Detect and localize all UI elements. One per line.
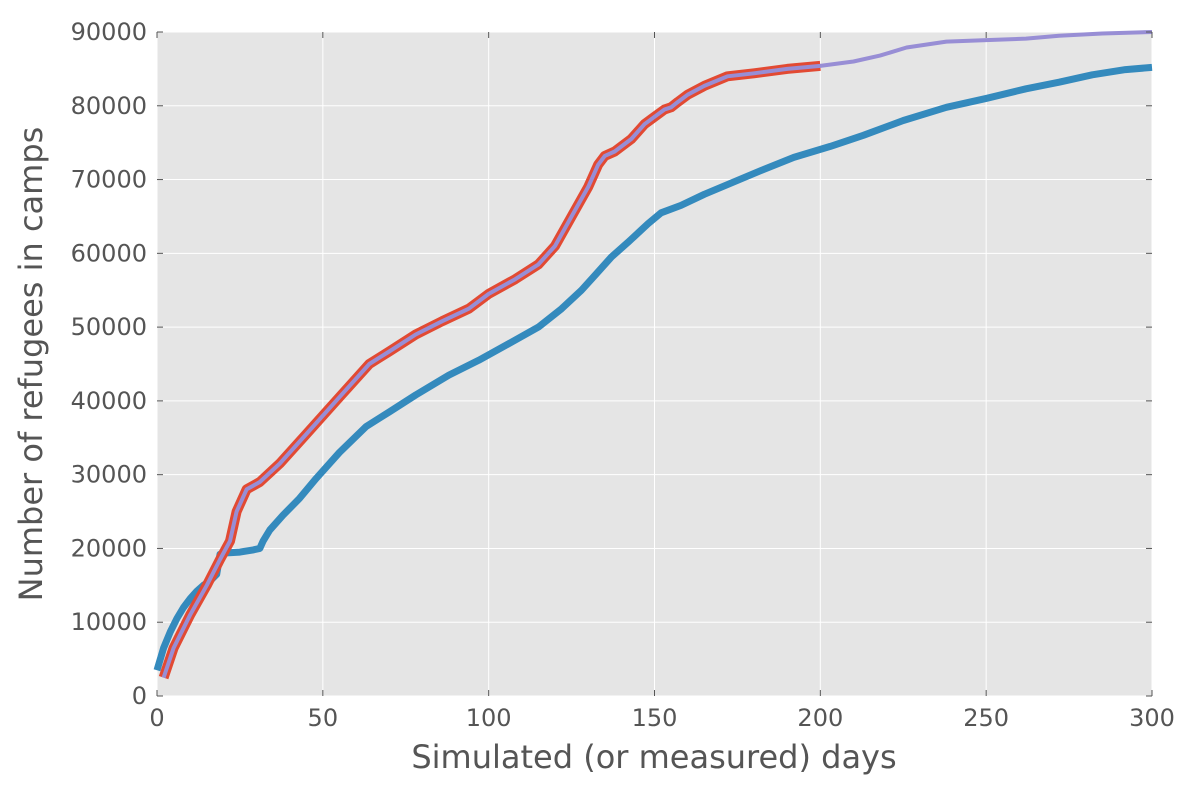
x-tick-label: 0 bbox=[149, 704, 164, 732]
y-tick-label: 50000 bbox=[71, 313, 147, 341]
x-tick-label: 50 bbox=[308, 704, 339, 732]
y-tick-label: 80000 bbox=[71, 92, 147, 120]
x-tick-label: 250 bbox=[963, 704, 1009, 732]
x-tick-label: 300 bbox=[1129, 704, 1175, 732]
y-tick-label: 10000 bbox=[71, 608, 147, 636]
x-axis-label: Simulated (or measured) days bbox=[411, 738, 896, 776]
y-tick-label: 30000 bbox=[71, 461, 147, 489]
y-tick-label: 40000 bbox=[71, 387, 147, 415]
x-tick-label: 100 bbox=[466, 704, 512, 732]
x-tick-label: 150 bbox=[632, 704, 678, 732]
y-tick-label: 90000 bbox=[71, 18, 147, 46]
y-tick-label: 70000 bbox=[71, 166, 147, 194]
y-tick-label: 0 bbox=[132, 682, 147, 710]
y-axis-label: Number of refugees in camps bbox=[12, 127, 50, 602]
y-tick-label: 60000 bbox=[71, 239, 147, 267]
y-tick-label: 20000 bbox=[71, 534, 147, 562]
x-tick-label: 200 bbox=[797, 704, 843, 732]
